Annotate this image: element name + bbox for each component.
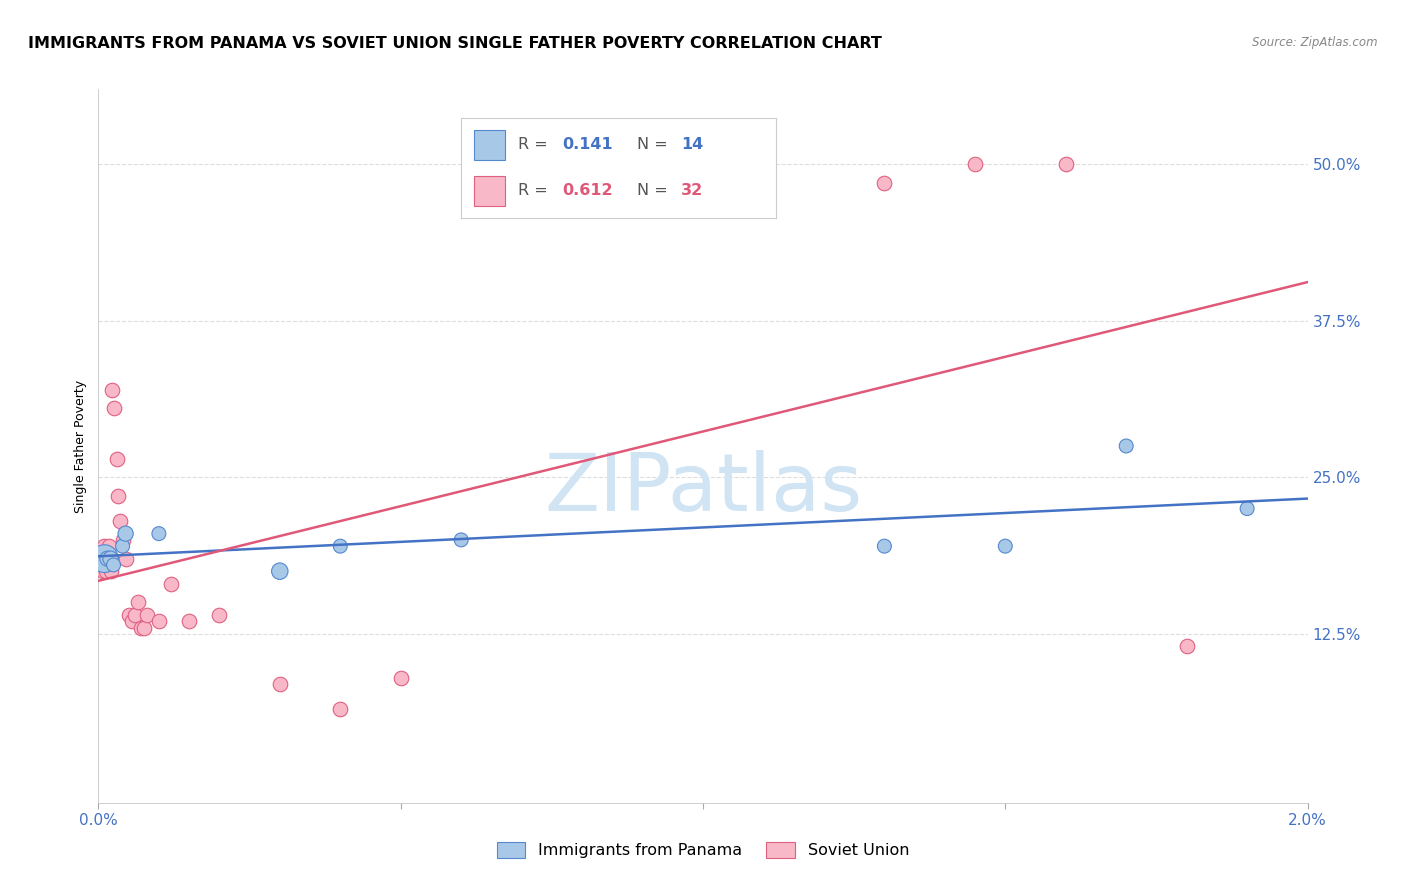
Point (111, 539, 134, 553)
Point (148, 614, 170, 628)
Point (329, 702, 352, 716)
Point (94, 564, 117, 578)
Text: ZIPatlas: ZIPatlas (544, 450, 862, 528)
Point (114, 526, 136, 541)
Point (1236, 501, 1258, 516)
Point (269, 564, 291, 578)
Point (108, 514, 131, 528)
Point (389, 671, 412, 685)
Point (329, 539, 352, 553)
Point (1175, 640, 1198, 654)
Point (93, 551, 115, 566)
Point (103, 401, 125, 416)
Y-axis label: Single Father Poverty: Single Father Poverty (75, 379, 87, 513)
Text: IMMIGRANTS FROM PANAMA VS SOVIET UNION SINGLE FATHER POVERTY CORRELATION CHART: IMMIGRANTS FROM PANAMA VS SOVIET UNION S… (28, 36, 882, 51)
Point (160, 576, 183, 591)
Point (100, 383, 122, 397)
Point (90, 551, 112, 566)
Point (111, 533, 134, 547)
Point (105, 451, 128, 466)
Point (148, 526, 170, 541)
Point (98, 539, 121, 553)
Point (129, 621, 152, 635)
Point (873, 176, 896, 190)
Point (118, 607, 141, 622)
Point (121, 614, 143, 628)
Point (450, 533, 472, 547)
Point (96, 551, 118, 566)
Point (127, 595, 149, 609)
Point (994, 539, 1017, 553)
Point (100, 564, 122, 578)
Point (965, 157, 987, 171)
Point (1054, 157, 1077, 171)
Point (107, 489, 129, 503)
Point (208, 607, 231, 622)
Point (179, 614, 201, 628)
Point (103, 558, 125, 572)
Point (96, 551, 118, 566)
Point (1115, 439, 1137, 453)
Point (135, 607, 157, 622)
Point (100, 551, 122, 566)
Point (269, 677, 291, 691)
Point (124, 607, 146, 622)
Text: Source: ZipAtlas.com: Source: ZipAtlas.com (1253, 36, 1378, 49)
Point (91, 564, 114, 578)
Point (873, 539, 896, 553)
Point (132, 621, 155, 635)
Point (93, 539, 115, 553)
Legend: Immigrants from Panama, Soviet Union: Immigrants from Panama, Soviet Union (489, 834, 917, 866)
Point (114, 551, 136, 566)
